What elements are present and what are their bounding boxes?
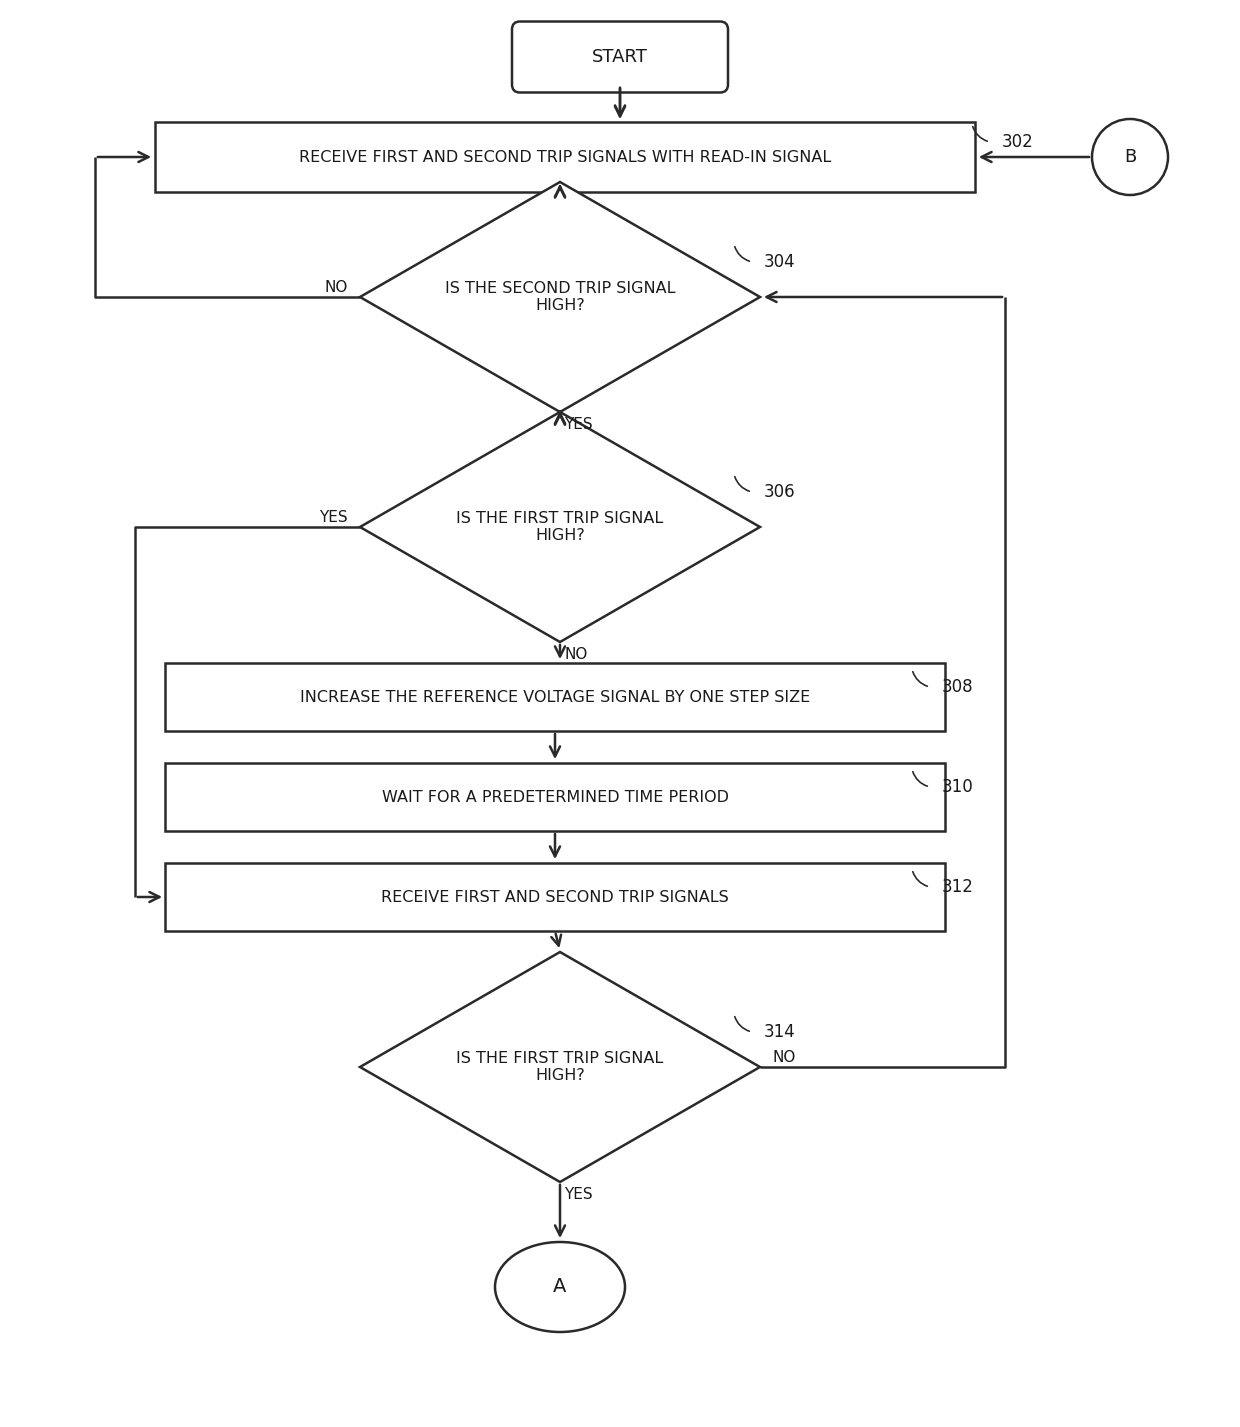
Text: NO: NO: [773, 1049, 795, 1065]
Text: RECEIVE FIRST AND SECOND TRIP SIGNALS: RECEIVE FIRST AND SECOND TRIP SIGNALS: [381, 889, 729, 905]
Ellipse shape: [495, 1241, 625, 1331]
FancyBboxPatch shape: [512, 21, 728, 93]
Text: WAIT FOR A PREDETERMINED TIME PERIOD: WAIT FOR A PREDETERMINED TIME PERIOD: [382, 789, 729, 805]
Text: YES: YES: [564, 417, 593, 432]
Text: INCREASE THE REFERENCE VOLTAGE SIGNAL BY ONE STEP SIZE: INCREASE THE REFERENCE VOLTAGE SIGNAL BY…: [300, 689, 810, 705]
Polygon shape: [360, 952, 760, 1182]
Text: NO: NO: [325, 280, 348, 294]
Text: 308: 308: [942, 678, 973, 696]
Text: 306: 306: [764, 482, 796, 501]
Text: START: START: [591, 49, 649, 66]
Text: RECEIVE FIRST AND SECOND TRIP SIGNALS WITH READ-IN SIGNAL: RECEIVE FIRST AND SECOND TRIP SIGNALS WI…: [299, 150, 831, 164]
Bar: [165, 863, 945, 930]
Text: 312: 312: [942, 878, 973, 896]
Text: NO: NO: [564, 646, 588, 662]
Text: B: B: [1123, 148, 1136, 166]
Text: 304: 304: [764, 253, 796, 271]
Circle shape: [1092, 118, 1168, 195]
Text: IS THE SECOND TRIP SIGNAL
HIGH?: IS THE SECOND TRIP SIGNAL HIGH?: [445, 281, 676, 313]
Bar: [165, 664, 945, 731]
Bar: [155, 121, 975, 193]
Text: 310: 310: [942, 778, 973, 796]
Text: IS THE FIRST TRIP SIGNAL
HIGH?: IS THE FIRST TRIP SIGNAL HIGH?: [456, 511, 663, 544]
Text: 302: 302: [1002, 133, 1034, 151]
Polygon shape: [360, 412, 760, 642]
Bar: [165, 763, 945, 831]
Text: A: A: [553, 1277, 567, 1297]
Text: IS THE FIRST TRIP SIGNAL
HIGH?: IS THE FIRST TRIP SIGNAL HIGH?: [456, 1050, 663, 1083]
Polygon shape: [360, 183, 760, 412]
Text: 314: 314: [764, 1023, 796, 1042]
Text: YES: YES: [320, 509, 348, 525]
Text: YES: YES: [564, 1187, 593, 1202]
